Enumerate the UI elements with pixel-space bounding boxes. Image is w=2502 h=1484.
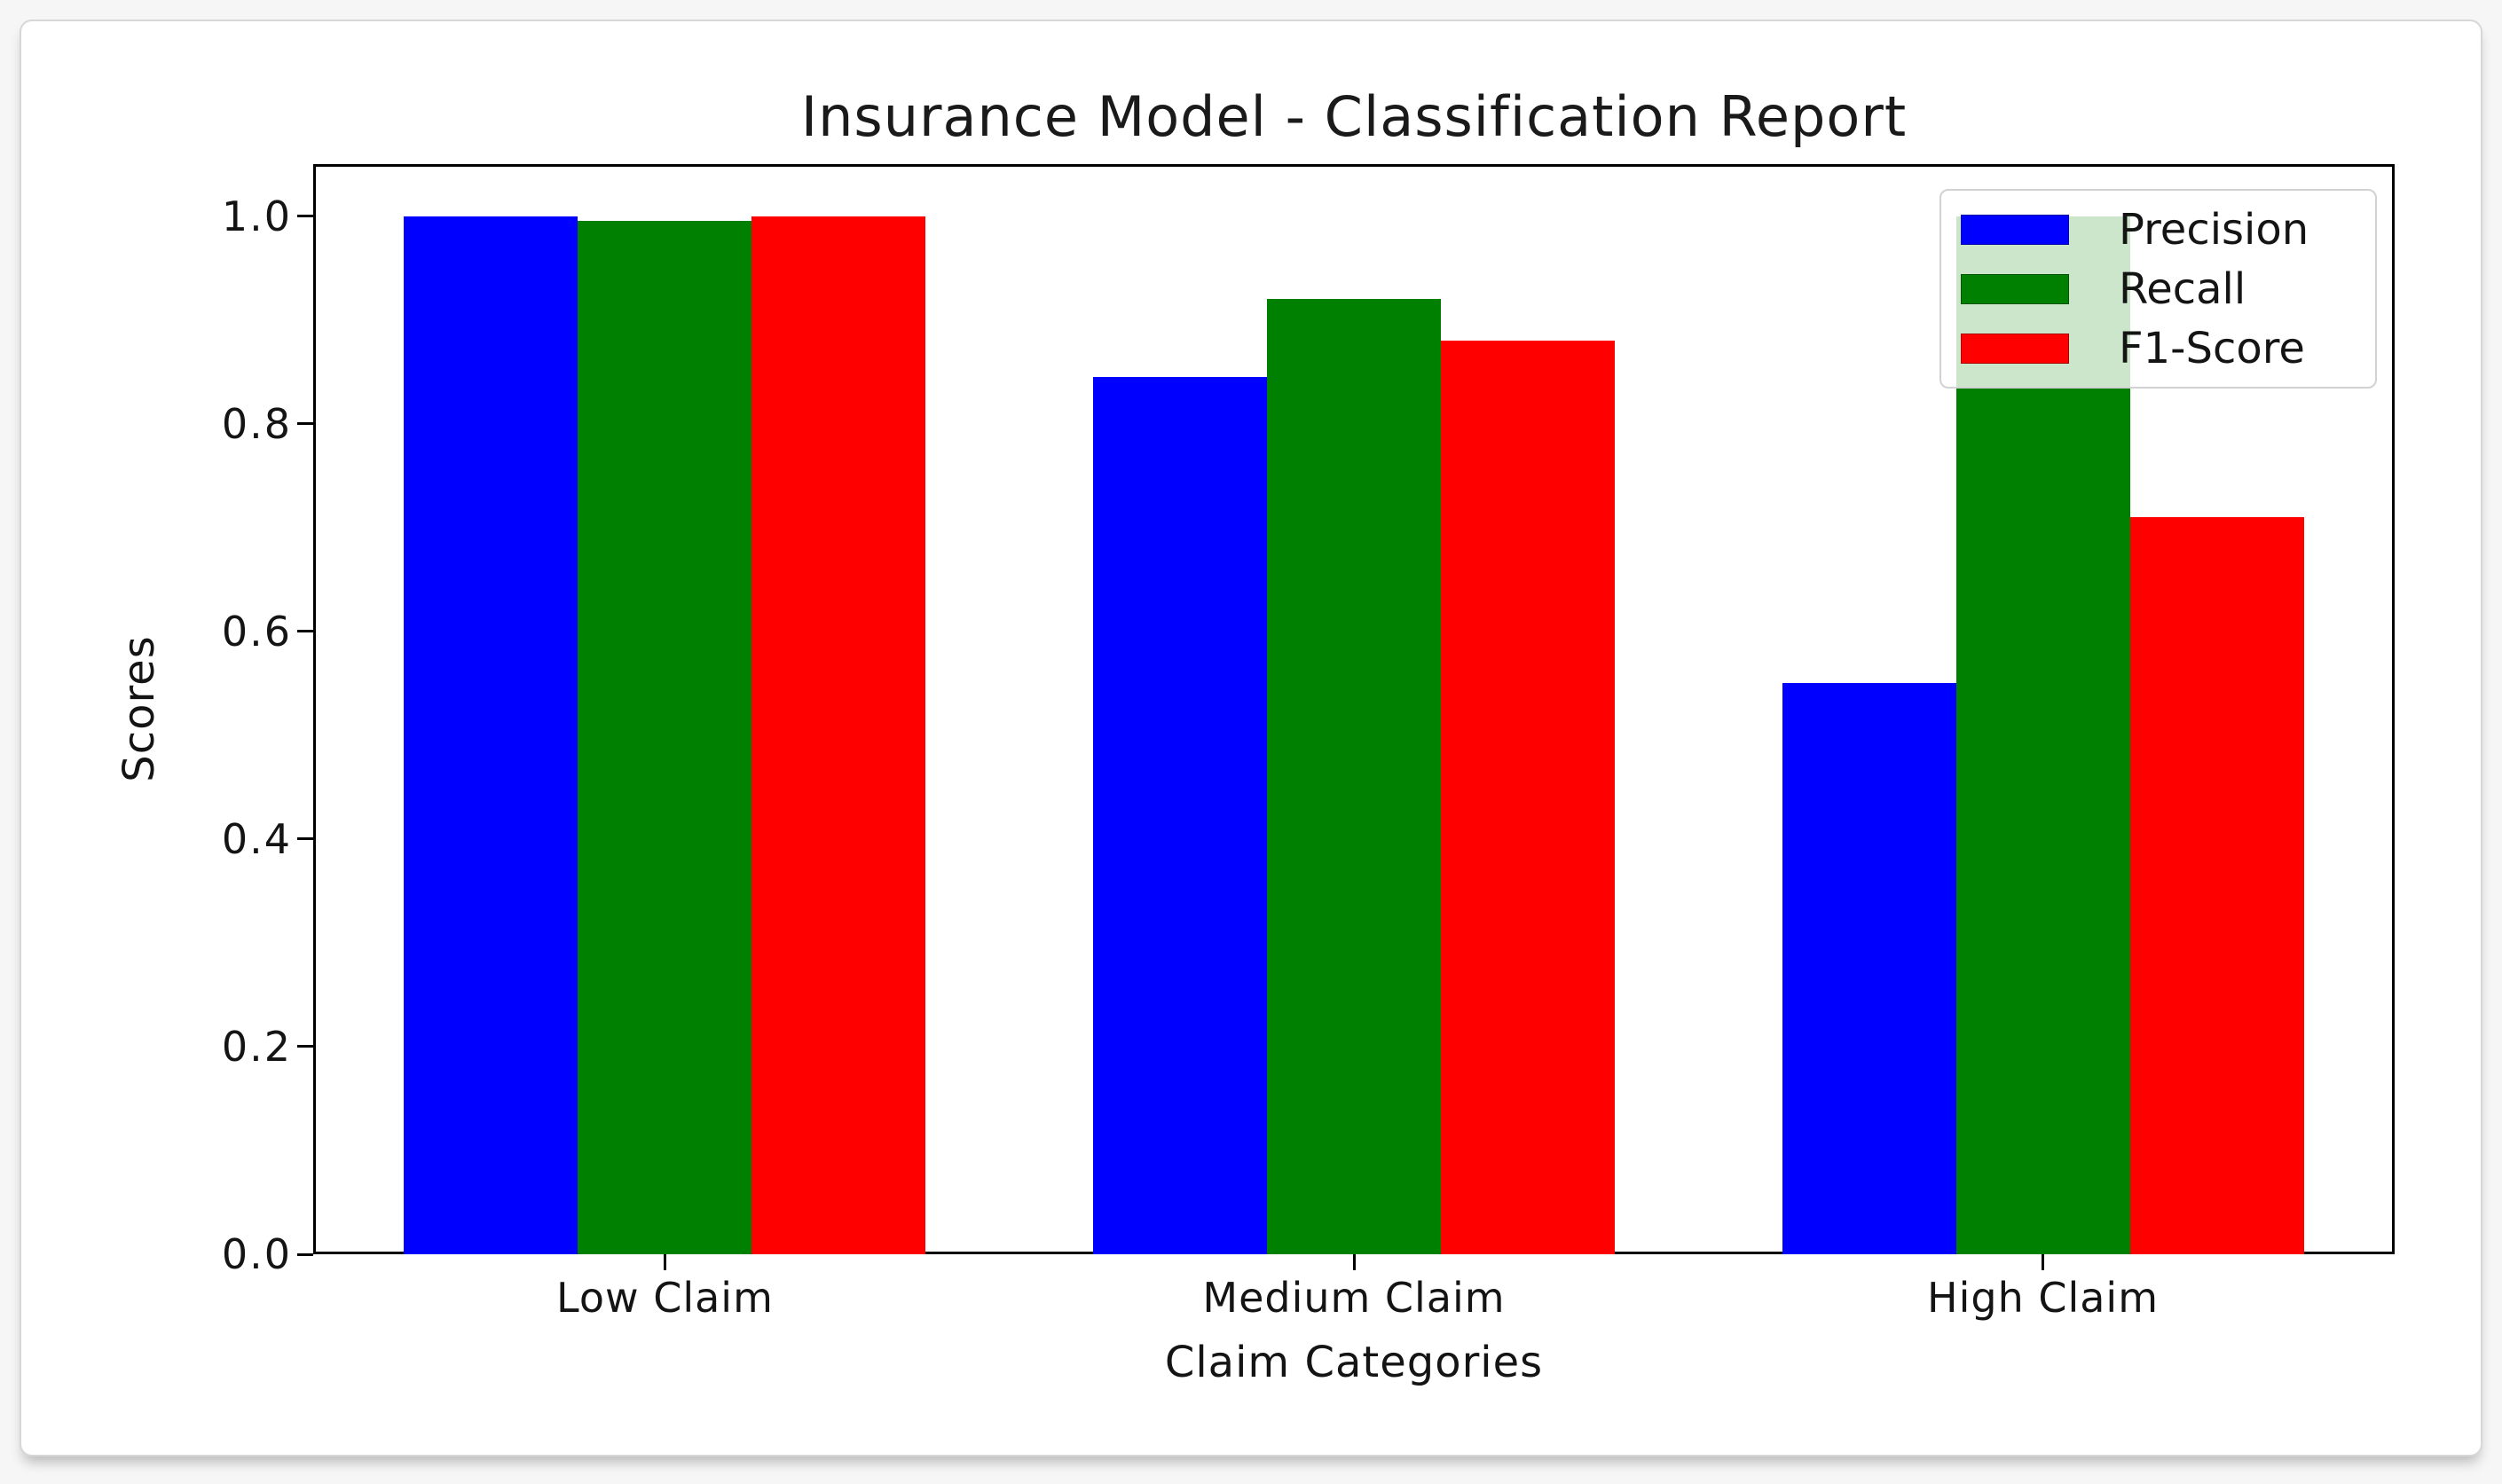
figure-card: Insurance Model - Classification Report … bbox=[20, 20, 2482, 1457]
y-tick-label-0.2: 0.2 bbox=[221, 1022, 292, 1071]
y-tick-mark-0.4 bbox=[297, 837, 313, 841]
x-tick-label-high-claim: High Claim bbox=[1927, 1274, 2160, 1322]
legend-label-recall: Recall bbox=[2119, 263, 2246, 314]
figure: Insurance Model - Classification Report … bbox=[21, 21, 2481, 1455]
y-axis-label: Scores bbox=[114, 635, 164, 782]
bar-precision-low-claim bbox=[404, 216, 578, 1254]
legend-swatch-f1-score bbox=[1961, 333, 2069, 364]
bar-precision-high-claim bbox=[1782, 683, 1956, 1254]
x-tick-mark-low-claim bbox=[663, 1254, 666, 1270]
y-tick-label-0.4: 0.4 bbox=[221, 814, 292, 863]
x-tick-label-low-claim: Low Claim bbox=[556, 1274, 774, 1322]
x-tick-mark-high-claim bbox=[2042, 1254, 2045, 1270]
bar-precision-medium-claim bbox=[1093, 376, 1267, 1254]
bar-f1-score-medium-claim bbox=[1441, 340, 1615, 1254]
legend: Precision Recall F1-Score bbox=[1939, 189, 2377, 389]
legend-swatch-recall bbox=[1961, 273, 2069, 304]
bar-f1-score-low-claim bbox=[751, 216, 926, 1254]
y-tick-mark-0.8 bbox=[297, 422, 313, 426]
y-tick-label-0.8: 0.8 bbox=[221, 399, 292, 448]
legend-label-precision: Precision bbox=[2119, 204, 2309, 255]
bar-recall-low-claim bbox=[578, 221, 752, 1254]
chart-title: Insurance Model - Classification Report bbox=[800, 84, 1908, 149]
y-tick-mark-0.2 bbox=[297, 1045, 313, 1048]
y-tick-mark-0.6 bbox=[297, 630, 313, 633]
legend-item-precision: Precision bbox=[1961, 203, 2375, 256]
y-tick-mark-1.0 bbox=[297, 215, 313, 218]
legend-swatch-precision bbox=[1961, 214, 2069, 245]
legend-label-f1-score: F1-Score bbox=[2119, 323, 2305, 373]
bar-recall-medium-claim bbox=[1267, 299, 1441, 1254]
y-tick-label-0.6: 0.6 bbox=[221, 607, 292, 656]
x-tick-label-medium-claim: Medium Claim bbox=[1202, 1274, 1506, 1322]
legend-item-recall: Recall bbox=[1961, 263, 2375, 316]
bar-f1-score-high-claim bbox=[2129, 516, 2304, 1254]
legend-item-f1-score: F1-Score bbox=[1961, 322, 2375, 375]
x-tick-mark-medium-claim bbox=[1352, 1254, 1356, 1270]
x-axis-label: Claim Categories bbox=[1164, 1338, 1544, 1387]
bar-recall-high-claim bbox=[1955, 216, 2130, 1254]
y-tick-mark-0.0 bbox=[297, 1252, 313, 1256]
y-tick-label-1.0: 1.0 bbox=[221, 192, 292, 240]
y-tick-label-0.0: 0.0 bbox=[221, 1230, 292, 1278]
